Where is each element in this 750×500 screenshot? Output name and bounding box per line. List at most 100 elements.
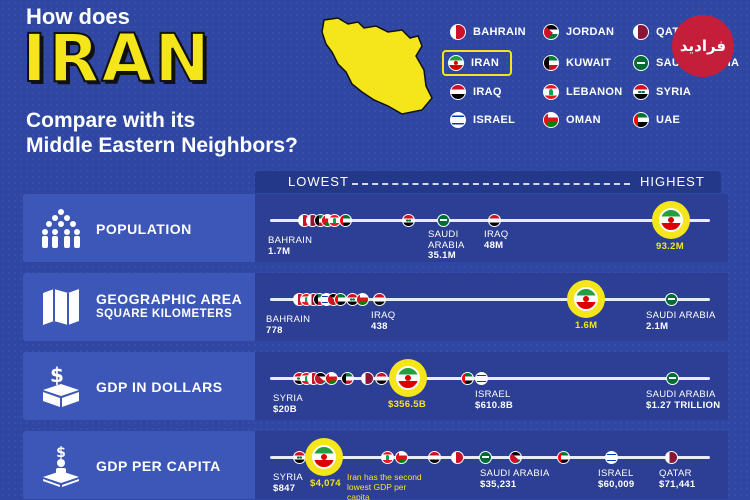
iran-flag-icon xyxy=(448,55,464,71)
label-iran: $356.5B xyxy=(388,399,427,410)
legend-label: ISRAEL xyxy=(473,114,516,126)
bahrain-flag-icon xyxy=(450,24,466,40)
legend-bahrain: BAHRAIN xyxy=(450,24,526,40)
iran-highlight xyxy=(567,280,605,318)
title-line3: Compare with its xyxy=(26,109,196,132)
iran-flag-icon xyxy=(396,366,420,390)
iraq-flag-icon xyxy=(450,84,466,100)
legend-israel: ISRAEL xyxy=(450,112,515,128)
row-population: POPULATION BAHRAIN 1.7M SAUDI ARABIA 35.1M… xyxy=(23,194,728,262)
scale-highest: HIGHEST xyxy=(640,174,705,189)
scale-header xyxy=(255,171,721,193)
legend-jordan: JORDAN xyxy=(543,24,614,40)
label-israel: ISRAEL $60,009 xyxy=(598,468,635,490)
title-line1: How does xyxy=(26,4,130,29)
iran-highlight xyxy=(652,201,690,239)
label-iran: 1.6M xyxy=(575,320,598,331)
title-line4: Middle Eastern Neighbors? xyxy=(26,134,298,157)
uae-flag-icon xyxy=(633,112,649,128)
legend-iran: IRAN xyxy=(442,50,512,76)
oman-dot-icon xyxy=(356,293,369,306)
jordan-flag-icon xyxy=(543,24,559,40)
qatar-dot-icon xyxy=(665,451,678,464)
legend-label: KUWAIT xyxy=(566,57,612,69)
israel-dot-icon xyxy=(605,451,618,464)
legend-kuwait: KUWAIT xyxy=(543,55,611,71)
saudi-dot-icon xyxy=(666,372,679,385)
label-saudi: SAUDI ARABIA 2.1M xyxy=(646,310,716,332)
label-syria: SYRIA $847 xyxy=(273,472,304,494)
legend-label: IRAQ xyxy=(473,86,502,98)
people-icon xyxy=(42,209,80,248)
iraq-dot-icon xyxy=(373,293,386,306)
oman-dot-icon xyxy=(325,372,338,385)
syria-flag-icon xyxy=(633,84,649,100)
label-bahrain: BAHRAIN 1.7M xyxy=(268,235,313,257)
israel-dot-icon xyxy=(475,372,488,385)
row-geographic-area: GEOGRAPHIC AREA SQUARE KILOMETERS BAHRAI… xyxy=(23,273,728,341)
lebanon-dot-icon xyxy=(381,451,394,464)
person-money-icon: $ xyxy=(43,445,79,487)
iran-note: Iran has the second lowest GDP per capit… xyxy=(347,472,422,500)
bahrain-dot-icon xyxy=(451,451,464,464)
row-gdp-per-capita: $ GDP PER CAPITA SYRIA $847 $4,074 Iran h… xyxy=(23,431,728,500)
saudi-dot-icon xyxy=(437,214,450,227)
saudi-dot-icon xyxy=(665,293,678,306)
row-track xyxy=(270,298,710,301)
qatar-flag-icon xyxy=(633,24,649,40)
map-icon xyxy=(43,289,79,325)
label-israel: ISRAEL $610.8B xyxy=(475,389,514,411)
legend-syria: SYRIA xyxy=(633,84,691,100)
money-box-icon: $ xyxy=(43,364,79,407)
row-title: GDP IN DOLLARS xyxy=(96,379,223,395)
iraq-dot-icon xyxy=(375,372,388,385)
iran-flag-icon xyxy=(312,445,336,469)
label-iraq: IRAQ 48M xyxy=(484,229,509,251)
row-gdp-dollars: $ GDP IN DOLLARS SYRIA $20B $356.5B ISRAE… xyxy=(23,352,728,420)
row-chart-area xyxy=(255,352,728,420)
row-subtitle: SQUARE KILOMETERS xyxy=(96,308,233,320)
label-qatar: QATAR $71,441 xyxy=(659,468,696,490)
qatar-dot-icon xyxy=(361,372,374,385)
label-saudi: SAUDI ARABIA 35.1M xyxy=(428,229,465,261)
legend-label: SYRIA xyxy=(656,86,692,98)
legend-label: BAHRAIN xyxy=(473,26,526,38)
legend-iraq: IRAQ xyxy=(450,84,502,100)
label-saudi: SAUDI ARABIA $35,231 xyxy=(480,468,550,490)
iraq-dot-icon xyxy=(488,214,501,227)
label-syria: SYRIA $20B xyxy=(273,393,304,415)
label-iran: 93.2M xyxy=(656,241,684,252)
row-chart-area xyxy=(255,194,728,262)
uae-dot-icon xyxy=(339,214,352,227)
row-title: POPULATION xyxy=(96,221,192,237)
label-iraq: IRAQ 438 xyxy=(371,310,396,332)
kuwait-flag-icon xyxy=(543,55,559,71)
label-saudi: SAUDI ARABIA $1.27 TRILLION xyxy=(646,389,721,411)
svg-text:$: $ xyxy=(56,445,66,461)
legend-oman: OMAN xyxy=(543,112,601,128)
legend-label: UAE xyxy=(656,114,681,126)
scale-lowest: LOWEST xyxy=(288,174,349,189)
legend-label: LEBANON xyxy=(566,86,623,98)
label-bahrain: BAHRAIN 778 xyxy=(266,314,311,336)
title-iran: IRAN xyxy=(21,20,212,97)
label-iran: $4,074 xyxy=(310,478,341,489)
svg-text:$: $ xyxy=(50,364,64,387)
israel-flag-icon xyxy=(450,112,466,128)
scale-dashed-line xyxy=(352,183,630,185)
row-chart-area xyxy=(255,273,728,341)
syria-dot-icon xyxy=(402,214,415,227)
legend-lebanon: LEBANON xyxy=(543,84,623,100)
publisher-logo: فرادید xyxy=(672,15,734,77)
legend-uae: UAE xyxy=(633,112,680,128)
iran-map-icon xyxy=(321,17,433,115)
oman-flag-icon xyxy=(543,112,559,128)
oman-dot-icon xyxy=(395,451,408,464)
legend-label: OMAN xyxy=(566,114,601,126)
saudi-dot-icon xyxy=(479,451,492,464)
iran-highlight xyxy=(305,438,343,476)
legend-label: JORDAN xyxy=(566,26,615,38)
jordan-dot-icon xyxy=(509,451,522,464)
lebanon-flag-icon xyxy=(543,84,559,100)
row-track xyxy=(270,377,710,380)
